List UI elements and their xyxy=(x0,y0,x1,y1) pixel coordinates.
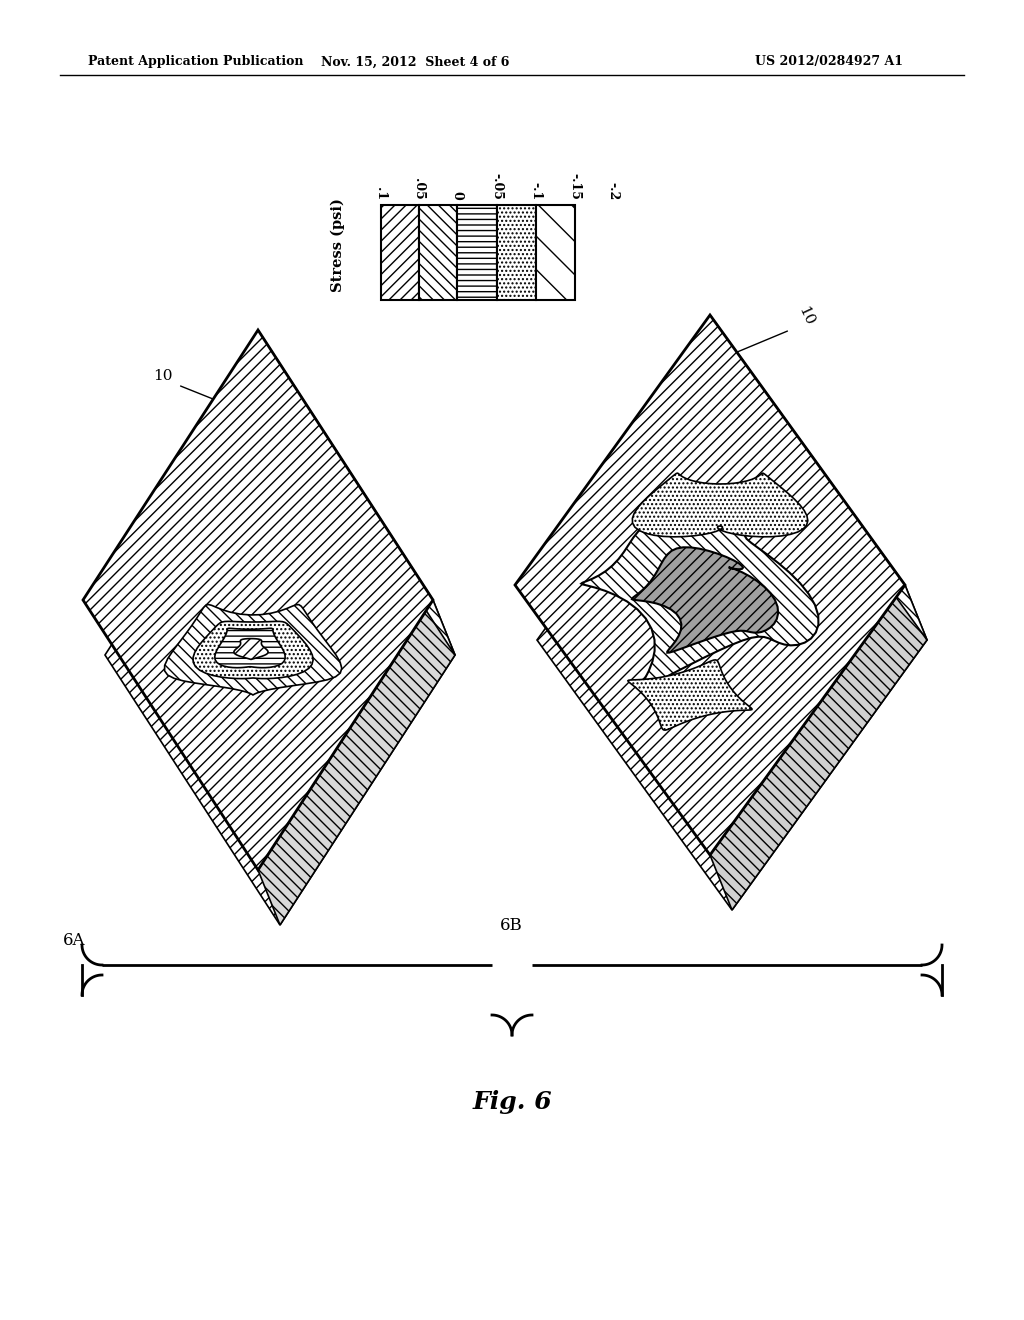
Text: Nov. 15, 2012  Sheet 4 of 6: Nov. 15, 2012 Sheet 4 of 6 xyxy=(321,55,509,69)
Polygon shape xyxy=(537,370,927,909)
Text: Stress (psi): Stress (psi) xyxy=(331,198,345,292)
Text: US 2012/0284927 A1: US 2012/0284927 A1 xyxy=(755,55,903,69)
Polygon shape xyxy=(515,315,905,855)
Bar xyxy=(419,205,457,300)
Polygon shape xyxy=(165,605,342,696)
Polygon shape xyxy=(710,315,927,640)
Polygon shape xyxy=(632,548,778,652)
Bar xyxy=(536,205,575,300)
Text: -.2: -.2 xyxy=(606,182,620,201)
Text: .1: .1 xyxy=(375,187,387,201)
Text: 0: 0 xyxy=(451,191,464,201)
Polygon shape xyxy=(582,516,818,689)
Polygon shape xyxy=(83,330,433,870)
Text: 10: 10 xyxy=(795,305,816,327)
Text: 10: 10 xyxy=(154,370,173,383)
Text: Patent Application Publication: Patent Application Publication xyxy=(88,55,303,69)
Polygon shape xyxy=(194,622,313,678)
Bar xyxy=(497,205,536,300)
Polygon shape xyxy=(710,585,927,909)
Polygon shape xyxy=(258,330,455,655)
Bar xyxy=(457,205,497,300)
Text: -.05: -.05 xyxy=(490,173,504,201)
Polygon shape xyxy=(258,601,455,925)
Polygon shape xyxy=(105,385,455,925)
Text: Fig. 6: Fig. 6 xyxy=(472,1090,552,1114)
Polygon shape xyxy=(215,628,285,668)
Bar xyxy=(381,205,419,300)
Text: 6B: 6B xyxy=(500,917,522,935)
Polygon shape xyxy=(628,660,752,730)
Polygon shape xyxy=(633,473,808,537)
Text: .05: .05 xyxy=(413,178,426,201)
Text: -.15: -.15 xyxy=(568,173,582,201)
Polygon shape xyxy=(233,639,268,660)
Text: -.1: -.1 xyxy=(529,182,543,201)
Text: 6A: 6A xyxy=(63,932,85,949)
